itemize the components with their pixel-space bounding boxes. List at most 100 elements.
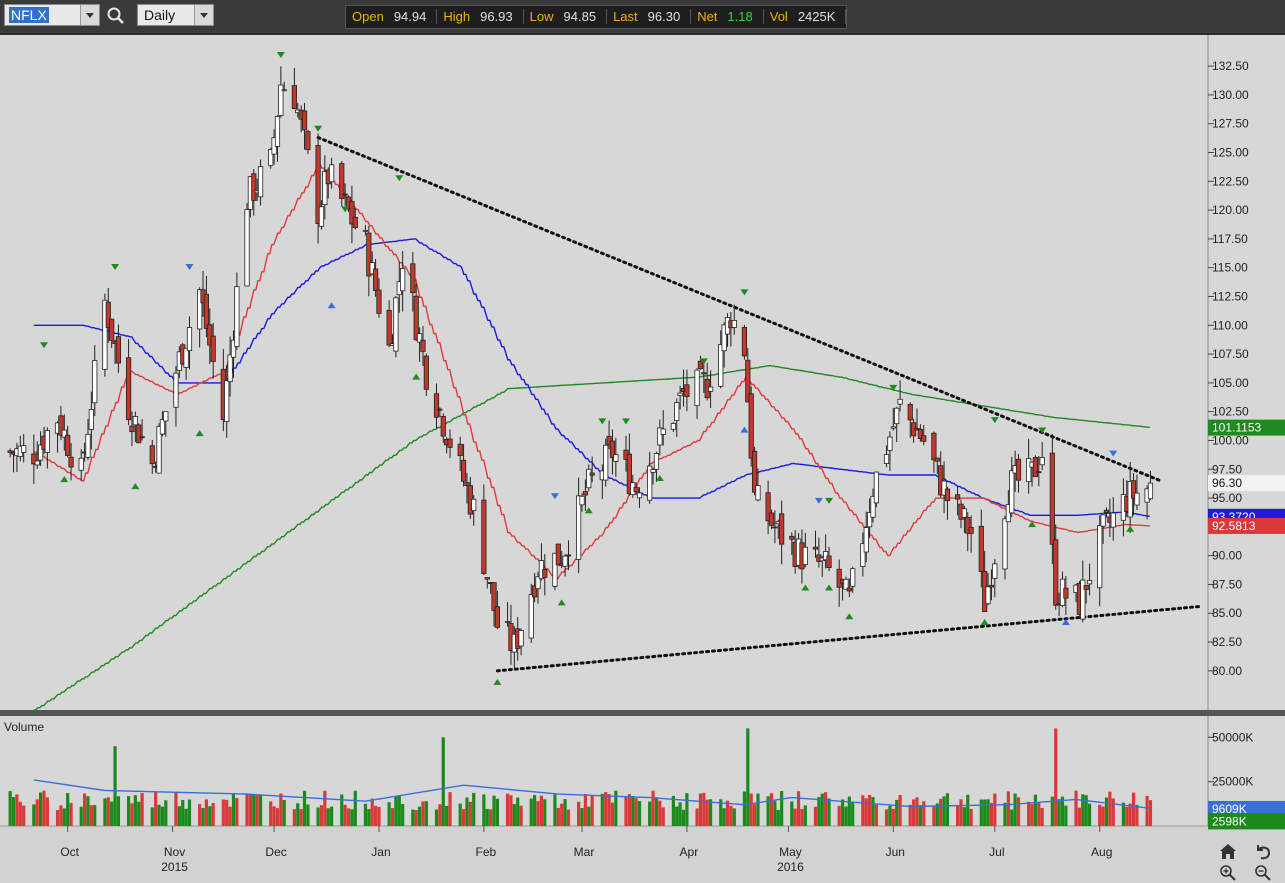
pivot-low-marker	[1028, 521, 1037, 528]
quote-value-high: 96.93	[476, 9, 524, 24]
volume-bar	[1101, 806, 1105, 826]
volume-bar	[746, 728, 750, 826]
volume-bar	[519, 805, 523, 826]
volume-bar	[1054, 728, 1058, 826]
volume-bar	[177, 806, 181, 826]
candle-down	[301, 110, 308, 131]
candle-down	[105, 301, 111, 328]
price-axis-ticks: 132.50 130.00 127.50 125.00 122.50 120.00 117.…	[1208, 59, 1249, 678]
volume-bar	[458, 803, 462, 826]
volume-bar	[533, 795, 537, 826]
volume-bar	[986, 799, 990, 826]
volume-bar	[417, 806, 422, 826]
candle-down	[836, 568, 842, 588]
candle-down	[789, 535, 795, 540]
volume-bar	[116, 796, 121, 826]
symbol-dropdown-icon[interactable]	[80, 5, 99, 25]
volume-bar	[235, 798, 239, 826]
price-panel[interactable]	[0, 35, 1208, 710]
candle-up	[873, 471, 879, 504]
candle-down	[542, 569, 548, 578]
candle-up	[802, 546, 808, 565]
pivot-low-marker	[1126, 525, 1135, 532]
candle-up	[992, 563, 998, 579]
candle-down	[779, 513, 785, 545]
volume-bar	[1108, 791, 1112, 826]
pivot-low-marker	[801, 584, 810, 591]
volume-bar	[174, 792, 178, 826]
candle-up	[362, 229, 369, 232]
candle-down	[58, 415, 64, 436]
price-tick-label: 132.50	[1212, 59, 1249, 73]
volume-bar	[1148, 800, 1153, 826]
volume-bar	[681, 809, 686, 826]
candle-up	[867, 512, 873, 528]
volume-bar	[1057, 799, 1061, 826]
candle-up	[552, 552, 558, 587]
volume-bar	[912, 799, 916, 826]
volume-bar	[15, 794, 19, 826]
search-icon[interactable]	[106, 6, 126, 26]
volume-bar	[1145, 795, 1149, 826]
volume-bar	[8, 791, 12, 826]
volume-bar	[908, 804, 912, 826]
volume-panel[interactable]	[0, 716, 1208, 826]
undo-icon[interactable]	[1254, 843, 1272, 860]
candle-up	[755, 485, 761, 501]
volume-flag-box	[1208, 800, 1285, 817]
candle-down	[352, 216, 358, 229]
candle-up	[670, 423, 676, 430]
candle-down	[751, 450, 758, 493]
volume-bar	[255, 795, 259, 826]
candle-up	[1009, 470, 1015, 514]
time-year-label: 2016	[777, 860, 804, 874]
home-icon[interactable]	[1219, 843, 1237, 860]
candle-down	[684, 384, 690, 397]
candle-up	[281, 89, 287, 92]
volume-bar	[137, 801, 141, 826]
candle-down	[589, 472, 595, 476]
volume-tick-label: 25000K	[1212, 775, 1253, 789]
volume-bar	[414, 810, 418, 826]
volume-bar	[424, 801, 428, 826]
volume-bar	[824, 792, 828, 826]
quote-label-open: Open	[352, 9, 384, 24]
zoom-out-icon[interactable]	[1254, 864, 1272, 882]
pivot-high-marker	[1109, 450, 1118, 457]
zoom-in-icon[interactable]	[1219, 864, 1237, 882]
volume-bar	[708, 799, 713, 826]
candle-up	[660, 428, 666, 435]
candle-up	[603, 444, 609, 481]
volume-bar	[861, 795, 865, 826]
candle-up	[234, 286, 240, 347]
volume-bar	[1060, 796, 1065, 826]
volume-bar	[587, 806, 591, 826]
volume-bar	[269, 801, 273, 826]
candle-down	[633, 486, 639, 493]
candle-down	[626, 453, 632, 494]
symbol-input[interactable]: NFLX	[4, 4, 100, 26]
pivot-high-marker	[550, 493, 559, 500]
candle-up	[416, 333, 423, 343]
panel-divider[interactable]	[0, 710, 1285, 716]
volume-bar	[560, 803, 564, 826]
candle-up	[1110, 512, 1116, 528]
candle-up	[278, 84, 284, 116]
volume-bar	[401, 804, 405, 826]
volume-bar	[346, 808, 351, 826]
candle-down	[481, 499, 487, 574]
volume-bar	[187, 799, 192, 826]
volume-bar	[130, 803, 134, 826]
candle-down	[768, 512, 775, 526]
ma-long-line	[33, 364, 1150, 711]
interval-dropdown-icon[interactable]	[194, 5, 213, 25]
volume-bar	[790, 801, 794, 826]
volume-bar	[1030, 803, 1034, 826]
candle-up	[156, 426, 162, 474]
volume-bar	[326, 808, 330, 826]
volume-bar	[651, 790, 655, 826]
volume-bar	[1016, 797, 1021, 826]
candle-down	[1053, 539, 1059, 606]
interval-select[interactable]: Daily	[137, 4, 214, 26]
